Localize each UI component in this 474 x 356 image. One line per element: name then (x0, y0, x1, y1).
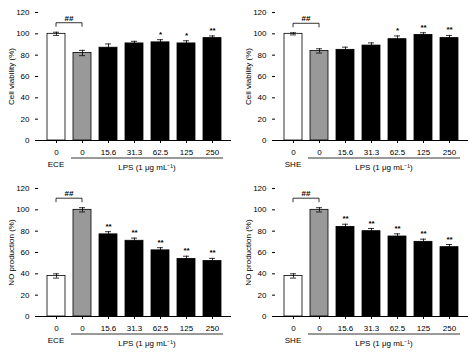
svg-text:15.6: 15.6 (101, 148, 117, 157)
svg-text:*: * (159, 30, 163, 39)
svg-text:NO production (%): NO production (%) (7, 219, 16, 286)
svg-text:##: ## (65, 189, 74, 198)
svg-text:250: 250 (443, 148, 457, 157)
svg-text:15.6: 15.6 (338, 148, 354, 157)
svg-text:0: 0 (291, 148, 296, 157)
svg-text:120: 120 (253, 184, 267, 193)
svg-text:*: * (396, 26, 400, 35)
svg-text:0: 0 (80, 148, 85, 157)
svg-text:80: 80 (258, 51, 267, 60)
svg-text:125: 125 (417, 148, 431, 157)
svg-text:SHE: SHE (285, 336, 301, 345)
svg-text:**: ** (209, 26, 216, 35)
svg-text:40: 40 (258, 269, 267, 278)
svg-text:0: 0 (291, 324, 296, 333)
svg-text:**: ** (209, 248, 216, 257)
svg-text:125: 125 (180, 324, 194, 333)
svg-text:0: 0 (25, 136, 30, 145)
svg-text:**: ** (368, 219, 375, 228)
svg-text:31.3: 31.3 (127, 324, 143, 333)
svg-text:20: 20 (258, 115, 267, 124)
svg-text:0: 0 (80, 324, 85, 333)
svg-text:80: 80 (258, 227, 267, 236)
svg-text:##: ## (65, 14, 74, 23)
svg-text:0: 0 (317, 148, 322, 157)
svg-text:**: ** (105, 222, 112, 231)
svg-text:**: ** (157, 238, 164, 247)
svg-text:100: 100 (16, 205, 30, 214)
svg-text:120: 120 (16, 184, 30, 193)
svg-text:31.3: 31.3 (364, 324, 380, 333)
svg-text:20: 20 (21, 115, 30, 124)
svg-text:40: 40 (258, 93, 267, 102)
svg-text:15.6: 15.6 (338, 324, 354, 333)
svg-text:40: 40 (21, 93, 30, 102)
svg-text:LPS (1 μg mL⁻¹): LPS (1 μg mL⁻¹) (355, 163, 413, 172)
svg-text:62.5: 62.5 (153, 324, 169, 333)
svg-text:**: ** (420, 229, 427, 238)
svg-text:Cell viability (%): Cell viability (%) (244, 48, 253, 105)
svg-text:100: 100 (253, 29, 267, 38)
svg-text:**: ** (394, 224, 401, 233)
svg-text:0: 0 (54, 324, 59, 333)
svg-text:31.3: 31.3 (127, 148, 143, 157)
svg-text:125: 125 (417, 324, 431, 333)
svg-text:60: 60 (21, 248, 30, 257)
svg-text:125: 125 (180, 148, 194, 157)
svg-text:0: 0 (317, 324, 322, 333)
svg-text:LPS (1 μg mL⁻¹): LPS (1 μg mL⁻¹) (118, 339, 176, 348)
svg-text:NO production (%): NO production (%) (244, 219, 253, 286)
svg-text:LPS (1 μg mL⁻¹): LPS (1 μg mL⁻¹) (355, 339, 413, 348)
svg-text:15.6: 15.6 (101, 324, 117, 333)
svg-text:LPS (1 μg mL⁻¹): LPS (1 μg mL⁻¹) (118, 163, 176, 172)
svg-text:0: 0 (262, 312, 267, 321)
svg-text:**: ** (342, 214, 349, 223)
svg-text:62.5: 62.5 (390, 148, 406, 157)
svg-text:120: 120 (253, 8, 267, 17)
svg-text:40: 40 (21, 269, 30, 278)
svg-text:100: 100 (16, 29, 30, 38)
svg-text:**: ** (446, 25, 453, 34)
svg-text:##: ## (302, 189, 311, 198)
svg-text:20: 20 (258, 291, 267, 300)
svg-text:##: ## (302, 14, 311, 23)
svg-text:80: 80 (21, 51, 30, 60)
svg-text:**: ** (131, 228, 138, 237)
svg-text:Cell viability (%): Cell viability (%) (7, 48, 16, 105)
svg-text:0: 0 (25, 312, 30, 321)
svg-text:ECE: ECE (48, 336, 64, 345)
svg-text:60: 60 (21, 72, 30, 81)
svg-text:250: 250 (443, 324, 457, 333)
svg-text:80: 80 (21, 227, 30, 236)
svg-text:250: 250 (206, 148, 220, 157)
svg-text:100: 100 (253, 205, 267, 214)
svg-text:0: 0 (54, 148, 59, 157)
svg-text:**: ** (446, 235, 453, 244)
svg-text:62.5: 62.5 (390, 324, 406, 333)
svg-text:**: ** (183, 246, 190, 255)
svg-text:**: ** (420, 23, 427, 32)
svg-text:*: * (185, 31, 189, 40)
svg-text:60: 60 (258, 72, 267, 81)
svg-text:31.3: 31.3 (364, 148, 380, 157)
svg-text:250: 250 (206, 324, 220, 333)
svg-text:20: 20 (21, 291, 30, 300)
svg-text:60: 60 (258, 248, 267, 257)
svg-text:120: 120 (16, 8, 30, 17)
svg-text:62.5: 62.5 (153, 148, 169, 157)
svg-text:0: 0 (262, 136, 267, 145)
svg-text:ECE: ECE (48, 160, 64, 169)
svg-text:SHE: SHE (285, 160, 301, 169)
